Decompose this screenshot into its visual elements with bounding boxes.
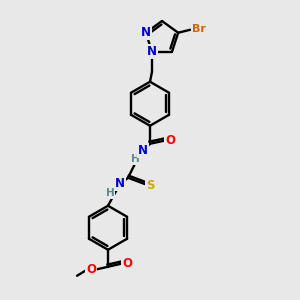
Text: O: O xyxy=(165,134,175,147)
Text: N: N xyxy=(138,144,148,157)
Text: N: N xyxy=(115,177,125,190)
Text: H: H xyxy=(130,154,140,164)
Text: S: S xyxy=(146,179,154,192)
Text: N: N xyxy=(141,26,151,39)
Text: O: O xyxy=(86,263,96,276)
Text: Br: Br xyxy=(192,24,206,34)
Text: O: O xyxy=(122,257,132,270)
Text: H: H xyxy=(106,188,114,198)
Text: N: N xyxy=(147,45,157,58)
